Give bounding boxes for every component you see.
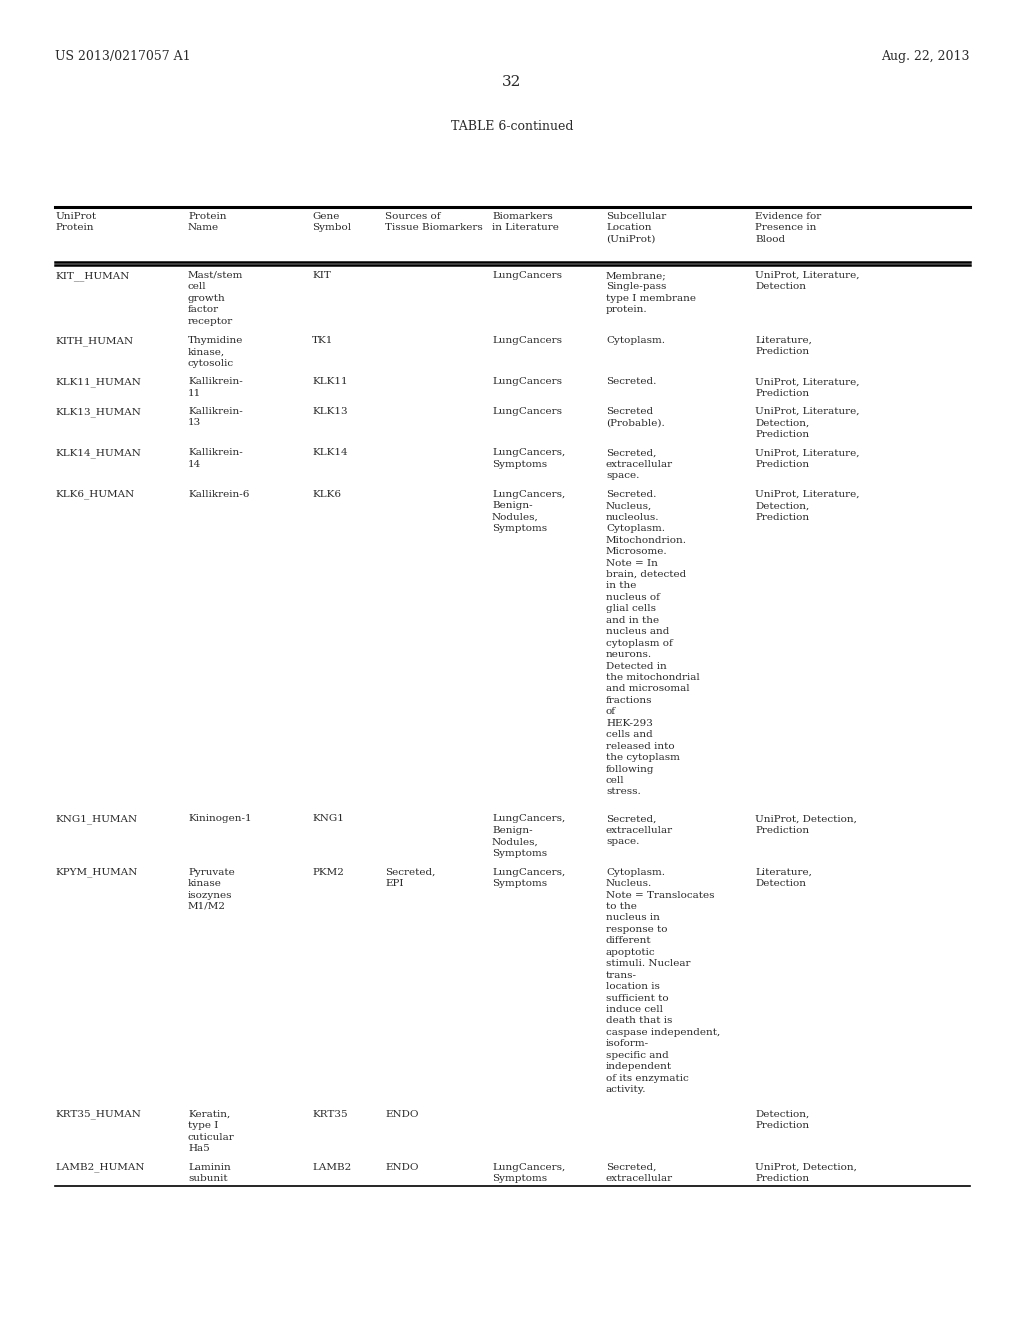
Text: UniProt, Detection,
Prediction: UniProt, Detection, Prediction: [755, 1163, 857, 1183]
Text: ENDO: ENDO: [385, 1163, 419, 1172]
Text: KLK6_HUMAN: KLK6_HUMAN: [55, 490, 134, 499]
Text: LungCancers: LungCancers: [492, 407, 562, 416]
Text: PKM2: PKM2: [312, 867, 344, 876]
Text: KLK11: KLK11: [312, 378, 347, 387]
Text: Thymidine
kinase,
cytosolic: Thymidine kinase, cytosolic: [188, 337, 244, 368]
Text: Secreted,
extracellular
space.: Secreted, extracellular space.: [606, 449, 673, 480]
Text: Subcellular
Location
(UniProt): Subcellular Location (UniProt): [606, 213, 667, 244]
Text: KLK11_HUMAN: KLK11_HUMAN: [55, 378, 141, 387]
Text: UniProt, Literature,
Detection: UniProt, Literature, Detection: [755, 271, 859, 292]
Text: LungCancers,
Benign-
Nodules,
Symptoms: LungCancers, Benign- Nodules, Symptoms: [492, 814, 565, 858]
Text: Kallikrein-
11: Kallikrein- 11: [188, 378, 243, 397]
Text: KRT35_HUMAN: KRT35_HUMAN: [55, 1110, 141, 1119]
Text: Cytoplasm.: Cytoplasm.: [606, 337, 665, 345]
Text: Mast/stem
cell
growth
factor
receptor: Mast/stem cell growth factor receptor: [188, 271, 244, 326]
Text: UniProt
Protein: UniProt Protein: [55, 213, 96, 232]
Text: LungCancers,
Symptoms: LungCancers, Symptoms: [492, 449, 565, 469]
Text: Secreted,
extracellular
space.: Secreted, extracellular space.: [606, 814, 673, 846]
Text: UniProt, Literature,
Prediction: UniProt, Literature, Prediction: [755, 378, 859, 397]
Text: Gene
Symbol: Gene Symbol: [312, 213, 351, 232]
Text: Membrane;
Single-pass
type I membrane
protein.: Membrane; Single-pass type I membrane pr…: [606, 271, 696, 314]
Text: KLK6: KLK6: [312, 490, 341, 499]
Text: Secreted.: Secreted.: [606, 378, 656, 387]
Text: LungCancers,
Benign-
Nodules,
Symptoms: LungCancers, Benign- Nodules, Symptoms: [492, 490, 565, 533]
Text: KLK13_HUMAN: KLK13_HUMAN: [55, 407, 141, 417]
Text: Kallikrein-
14: Kallikrein- 14: [188, 449, 243, 469]
Text: Secreted,
EPI: Secreted, EPI: [385, 867, 435, 888]
Text: Detection,
Prediction: Detection, Prediction: [755, 1110, 809, 1130]
Text: Kallikrein-6: Kallikrein-6: [188, 490, 250, 499]
Text: UniProt, Literature,
Detection,
Prediction: UniProt, Literature, Detection, Predicti…: [755, 490, 859, 521]
Text: ENDO: ENDO: [385, 1110, 419, 1118]
Text: LAMB2: LAMB2: [312, 1163, 351, 1172]
Text: KLK14: KLK14: [312, 449, 347, 458]
Text: LungCancers,
Symptoms: LungCancers, Symptoms: [492, 1163, 565, 1183]
Text: LungCancers: LungCancers: [492, 337, 562, 345]
Text: Kininogen-1: Kininogen-1: [188, 814, 252, 824]
Text: KITH_HUMAN: KITH_HUMAN: [55, 337, 133, 346]
Text: Literature,
Prediction: Literature, Prediction: [755, 337, 812, 356]
Text: KLK13: KLK13: [312, 407, 347, 416]
Text: Evidence for
Presence in
Blood: Evidence for Presence in Blood: [755, 213, 821, 244]
Text: KPYM_HUMAN: KPYM_HUMAN: [55, 867, 137, 878]
Text: Pyruvate
kinase
isozynes
M1/M2: Pyruvate kinase isozynes M1/M2: [188, 867, 234, 911]
Text: Keratin,
type I
cuticular
Ha5: Keratin, type I cuticular Ha5: [188, 1110, 234, 1152]
Text: Aug. 22, 2013: Aug. 22, 2013: [882, 50, 970, 63]
Text: Kallikrein-
13: Kallikrein- 13: [188, 407, 243, 428]
Text: UniProt, Literature,
Prediction: UniProt, Literature, Prediction: [755, 449, 859, 469]
Text: TK1: TK1: [312, 337, 334, 345]
Text: KLK14_HUMAN: KLK14_HUMAN: [55, 449, 141, 458]
Text: KRT35: KRT35: [312, 1110, 347, 1118]
Text: KNG1_HUMAN: KNG1_HUMAN: [55, 814, 137, 824]
Text: Biomarkers
in Literature: Biomarkers in Literature: [492, 213, 559, 232]
Text: Sources of
Tissue Biomarkers: Sources of Tissue Biomarkers: [385, 213, 482, 232]
Text: 32: 32: [503, 75, 521, 88]
Text: KNG1: KNG1: [312, 814, 344, 824]
Text: Protein
Name: Protein Name: [188, 213, 226, 232]
Text: Secreted
(Probable).: Secreted (Probable).: [606, 407, 665, 428]
Text: Literature,
Detection: Literature, Detection: [755, 867, 812, 888]
Text: Secreted.
Nucleus,
nucleolus.
Cytoplasm.
Mitochondrion.
Microsome.
Note = In
bra: Secreted. Nucleus, nucleolus. Cytoplasm.…: [606, 490, 699, 796]
Text: US 2013/0217057 A1: US 2013/0217057 A1: [55, 50, 190, 63]
Text: LAMB2_HUMAN: LAMB2_HUMAN: [55, 1163, 144, 1172]
Text: UniProt, Detection,
Prediction: UniProt, Detection, Prediction: [755, 814, 857, 834]
Text: LungCancers,
Symptoms: LungCancers, Symptoms: [492, 867, 565, 888]
Text: KIT: KIT: [312, 271, 331, 280]
Text: LungCancers: LungCancers: [492, 378, 562, 387]
Text: KIT__HUMAN: KIT__HUMAN: [55, 271, 129, 281]
Text: Secreted,
extracellular: Secreted, extracellular: [606, 1163, 673, 1183]
Text: Laminin
subunit: Laminin subunit: [188, 1163, 230, 1183]
Text: Cytoplasm.
Nucleus.
Note = Translocates
to the
nucleus in
response to
different
: Cytoplasm. Nucleus. Note = Translocates …: [606, 867, 720, 1094]
Text: UniProt, Literature,
Detection,
Prediction: UniProt, Literature, Detection, Predicti…: [755, 407, 859, 438]
Text: LungCancers: LungCancers: [492, 271, 562, 280]
Text: TABLE 6-continued: TABLE 6-continued: [451, 120, 573, 133]
